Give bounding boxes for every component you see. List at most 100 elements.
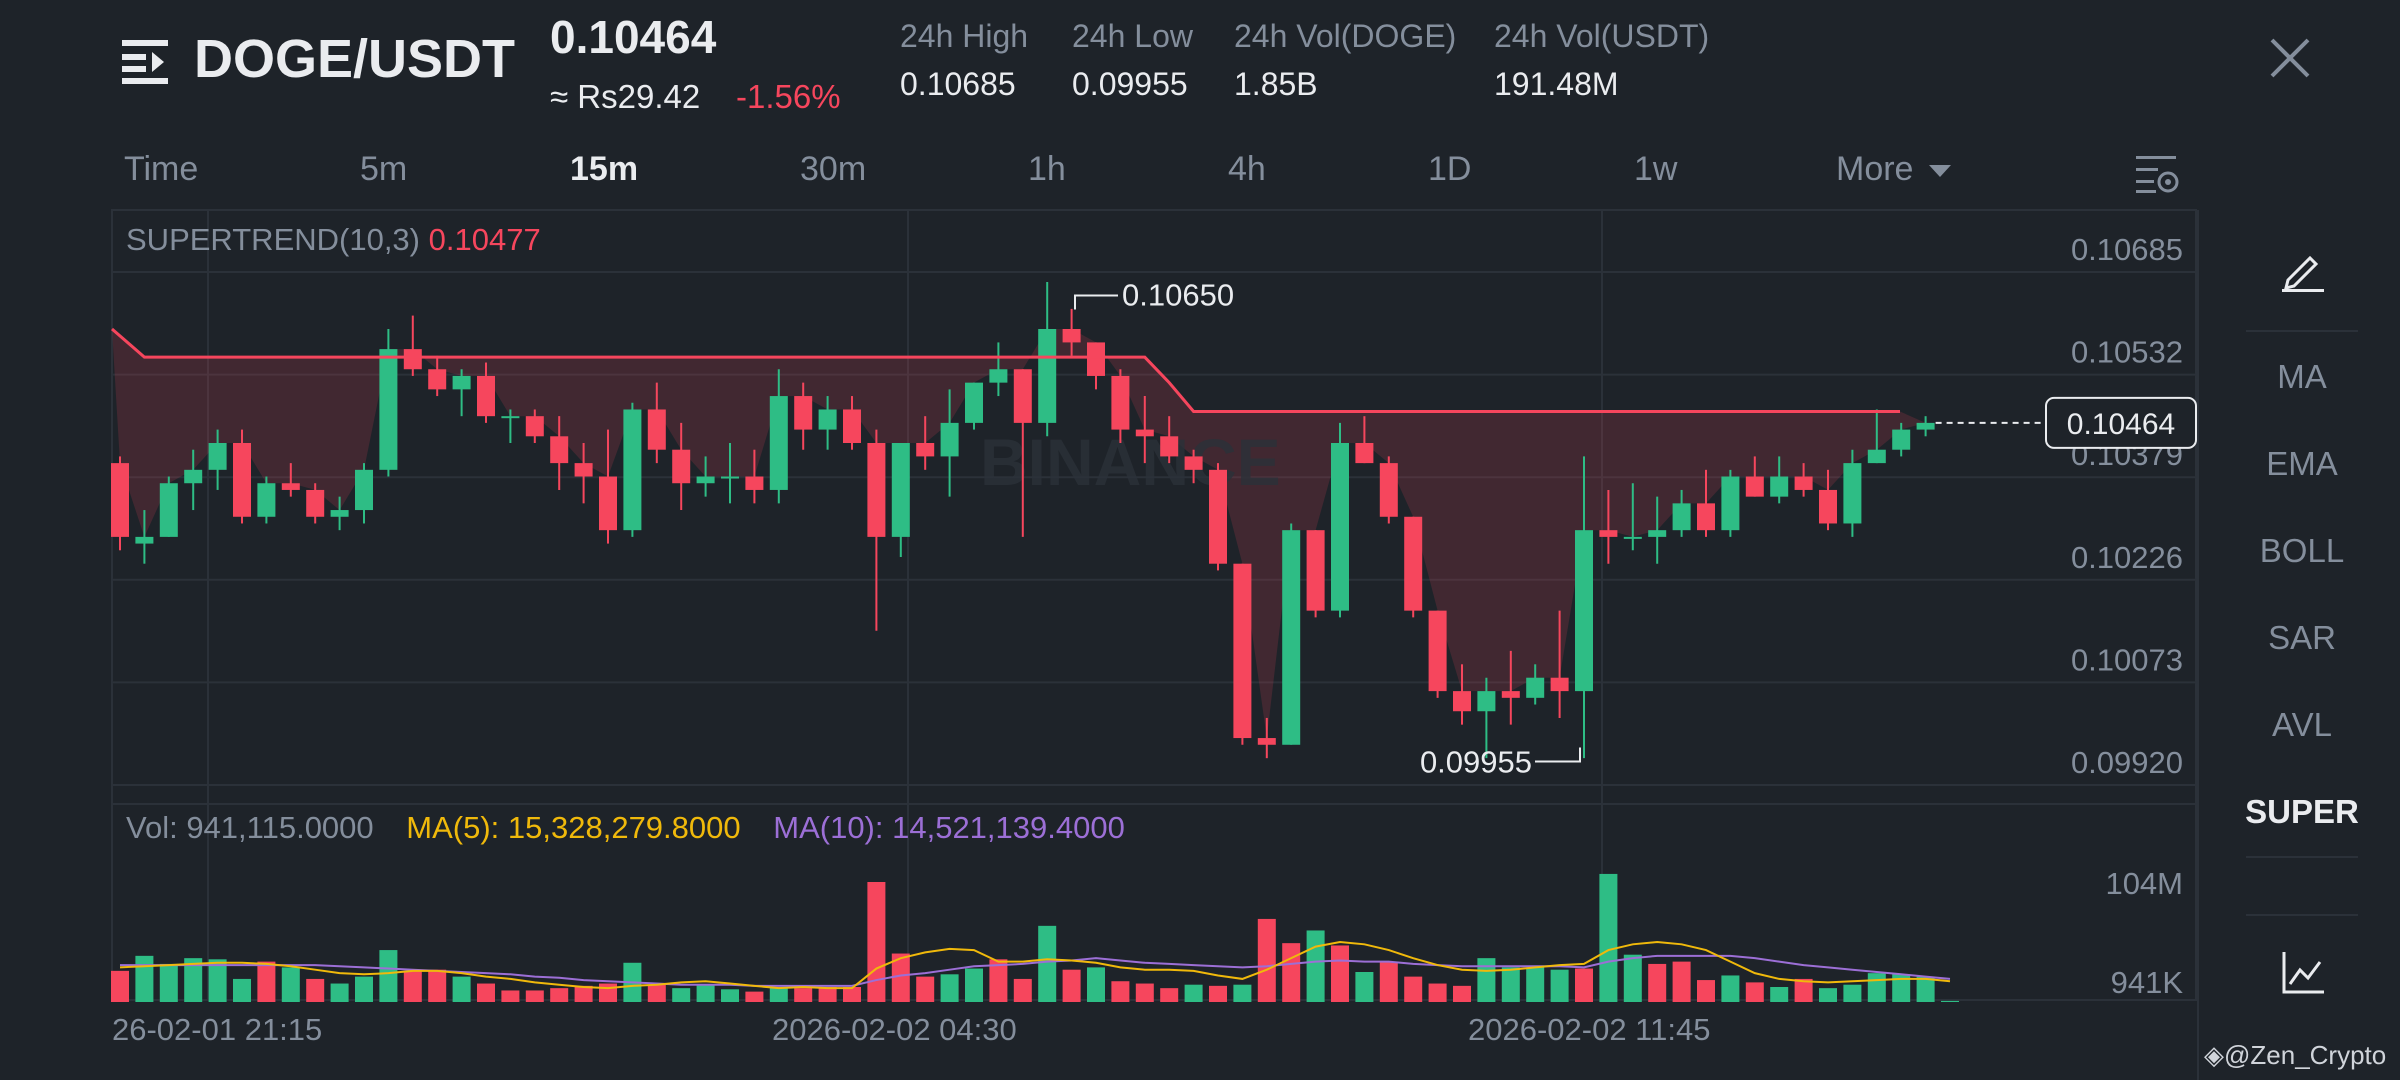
- last-price: 0.10464: [550, 11, 717, 63]
- volume-bar: [1038, 925, 1057, 1002]
- volume-bar: [306, 978, 325, 1002]
- candle-body: [1062, 329, 1081, 343]
- candles: [111, 282, 1935, 759]
- volume-bar: [1745, 982, 1764, 1002]
- tool-super[interactable]: SUPER: [2245, 793, 2359, 830]
- tab-5m[interactable]: 5m: [360, 150, 408, 188]
- volume-bar: [1209, 985, 1227, 1002]
- candle-body: [379, 349, 398, 470]
- candle-body: [477, 375, 495, 417]
- candle-body: [1453, 691, 1471, 712]
- volume-bar: [769, 987, 788, 1002]
- candle-body: [1575, 530, 1593, 692]
- candle-body: [1282, 530, 1301, 745]
- volume-bar: [1428, 983, 1447, 1002]
- candle-body: [1404, 516, 1423, 611]
- candle-body: [550, 436, 569, 464]
- volume-bar: [477, 983, 495, 1002]
- tab-1h[interactable]: 1h: [1028, 150, 1066, 188]
- candle-body: [599, 476, 617, 531]
- volume-bar: [403, 970, 422, 1002]
- stat-24h-vol-base-value: 1.85B: [1234, 66, 1318, 102]
- candle-body: [1013, 369, 1032, 423]
- volume-bar: [696, 984, 715, 1002]
- volume-bar: [916, 976, 935, 1002]
- indicator-chart-icon[interactable]: [2280, 950, 2326, 1001]
- candle-body: [1087, 342, 1105, 376]
- candle-body: [916, 443, 935, 457]
- approx-local-price: ≈ Rs29.42: [550, 78, 701, 115]
- volume-bar: [1257, 918, 1276, 1002]
- candle-body: [1526, 677, 1545, 698]
- candle-body: [525, 416, 544, 437]
- pane-border: [111, 209, 2197, 1001]
- volume-bar: [550, 988, 569, 1002]
- volume-bar: [428, 969, 447, 1002]
- tool-avl[interactable]: AVL: [2272, 706, 2332, 743]
- volume-bar: [208, 959, 227, 1002]
- volume-bar: [1233, 984, 1252, 1002]
- candle-body: [452, 375, 471, 390]
- candle-body: [428, 369, 447, 390]
- candle-body: [233, 443, 251, 517]
- candle-body: [1843, 463, 1862, 524]
- stat-24h-high-value: 0.10685: [900, 66, 1016, 102]
- volume-legend: Vol: 941,115.0000 MA(5): 15,328,279.8000…: [126, 810, 1125, 846]
- volume-bar: [599, 983, 617, 1002]
- volume-bar: [1770, 987, 1789, 1002]
- tab-30m[interactable]: 30m: [800, 150, 867, 188]
- volume-bar: [1648, 963, 1667, 1002]
- indicator-legend: SUPERTREND(10,3) 0.10477: [126, 222, 541, 258]
- volume-bar: [452, 976, 471, 1002]
- tool-ema[interactable]: EMA: [2266, 445, 2338, 482]
- tool-separator: [2246, 330, 2358, 332]
- volume-bar: [1477, 958, 1496, 1002]
- volume-tick-label: 104M: [2105, 866, 2183, 901]
- tab-1d[interactable]: 1D: [1428, 150, 1472, 188]
- tab-4h[interactable]: 4h: [1228, 150, 1266, 188]
- candle-body: [111, 463, 129, 537]
- candle-body: [696, 476, 715, 484]
- candle-body: [184, 469, 203, 484]
- tool-ma[interactable]: MA: [2277, 358, 2327, 395]
- price-tick-label: 0.09920: [2071, 745, 2183, 780]
- tab-more[interactable]: More: [1836, 150, 1951, 189]
- candle-body: [769, 396, 788, 490]
- close-icon[interactable]: [2268, 36, 2312, 80]
- volume-bar: [1794, 978, 1813, 1002]
- stat-24h-low-label: 24h Low: [1072, 18, 1193, 54]
- pair-title[interactable]: DOGE/USDT: [194, 29, 516, 89]
- draw-pencil-icon[interactable]: [2280, 246, 2326, 297]
- more-label: More: [1836, 150, 1914, 188]
- candle-body: [1672, 503, 1691, 531]
- volume-bar: [501, 990, 520, 1002]
- volume-bar: [1379, 961, 1398, 1002]
- volume-bar: [1916, 976, 1935, 1002]
- candle-body: [403, 349, 422, 370]
- annotations: 0.10464 0.10650 0.09955: [1074, 277, 2197, 780]
- price-tick-label: 0.10532: [2071, 335, 2183, 370]
- tool-boll[interactable]: BOLL: [2259, 532, 2345, 569]
- candle-body: [1501, 691, 1520, 698]
- candle-body: [1160, 436, 1179, 457]
- tool-sar[interactable]: SAR: [2268, 619, 2336, 656]
- ma5-line: [119, 940, 1951, 990]
- volume-bar: [940, 974, 959, 1002]
- tool-separator: [2246, 856, 2358, 858]
- tab-1w[interactable]: 1w: [1634, 150, 1678, 188]
- tab-15m[interactable]: 15m: [570, 150, 639, 188]
- candle-body: [1550, 677, 1569, 692]
- volume-tick-label: 941K: [2111, 965, 2184, 1000]
- chart-settings-icon[interactable]: [2134, 150, 2180, 201]
- candle-body: [1697, 503, 1715, 531]
- volume-bar: [1550, 969, 1569, 1002]
- change-percent: -1.56%: [736, 78, 841, 115]
- min-marker-line: [1535, 747, 1581, 763]
- tab-time[interactable]: Time: [124, 150, 199, 188]
- volume-bar: [184, 958, 203, 1002]
- candle-body: [1794, 476, 1813, 490]
- menu-list-icon[interactable]: [120, 36, 170, 86]
- candle-body: [1428, 610, 1447, 692]
- candle-body: [501, 416, 520, 419]
